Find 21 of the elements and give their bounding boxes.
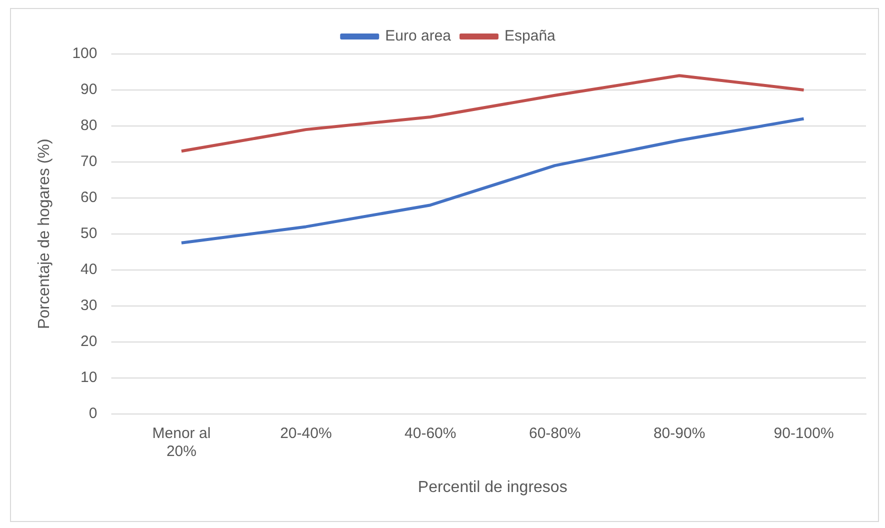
legend-label: España (504, 28, 556, 45)
legend-label: Euro area (385, 28, 452, 45)
y-tick-label: 60 (80, 189, 98, 206)
y-tick-label: 50 (80, 225, 98, 242)
x-tick-label: 40-60% (404, 424, 456, 442)
y-axis-title: Porcentaje de hogares (%) (36, 138, 54, 330)
y-tick-label: 90 (80, 81, 98, 98)
y-tick-label: 10 (80, 368, 98, 386)
y-tick-label: 20 (80, 332, 98, 350)
x-tick-label: 90-100% (774, 424, 834, 442)
y-tick-label: 70 (80, 153, 98, 170)
x-tick-label: 80-90% (653, 424, 706, 442)
x-tick-label: 60-80% (528, 424, 581, 442)
y-tick-label: 30 (80, 297, 98, 314)
x-tick-label: 20-40% (280, 424, 332, 442)
y-tick-label: 80 (80, 117, 98, 134)
y-tick-label: 40 (80, 261, 98, 278)
x-axis-title: Percentil de ingresos (418, 478, 568, 496)
y-tick-label: 0 (88, 404, 98, 422)
x-tick-label: Menor al 20% (152, 424, 211, 460)
y-tick-label: 100 (72, 45, 98, 62)
